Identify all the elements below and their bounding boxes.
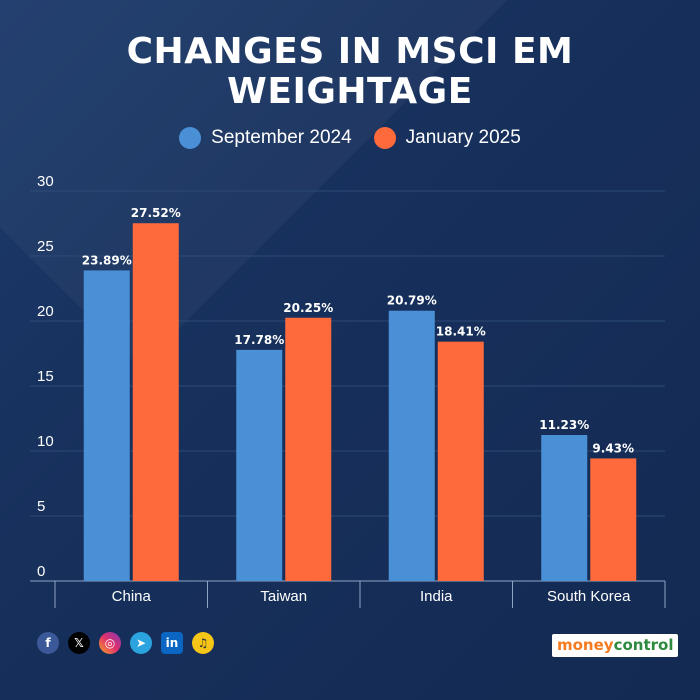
data-label: 20.79% (387, 294, 437, 308)
legend-swatch-january (373, 127, 396, 149)
linkedin-icon[interactable]: in (161, 632, 183, 654)
y-tick-label: 10 (37, 433, 54, 450)
data-label: 23.89% (82, 253, 132, 267)
bar (285, 317, 332, 581)
bar (541, 435, 588, 581)
bar (83, 270, 130, 581)
legend-label-september: September 2024 (211, 127, 352, 148)
telegram-icon[interactable]: ➤ (130, 632, 152, 654)
y-tick-label: 30 (37, 173, 54, 190)
category-label: Taiwan (260, 588, 307, 605)
snapchat-icon[interactable]: ♫ (192, 632, 214, 654)
moneycontrol-logo: moneycontrol (552, 634, 679, 657)
bar (590, 458, 637, 581)
legend-label-january: January 2025 (405, 127, 521, 148)
x-icon[interactable]: 𝕏 (68, 632, 90, 654)
brand-money: money (557, 636, 614, 654)
data-label: 9.43% (592, 441, 634, 455)
data-label: 20.25% (283, 301, 333, 315)
category-label: South Korea (547, 588, 631, 605)
y-tick-label: 15 (37, 368, 54, 385)
y-tick-label: 5 (37, 498, 45, 515)
y-tick-label: 0 (37, 563, 45, 580)
data-label: 11.23% (539, 418, 589, 432)
bar (132, 223, 179, 582)
y-tick-label: 25 (37, 238, 54, 255)
data-label: 18.41% (436, 325, 486, 339)
bar (388, 310, 435, 581)
category-label: India (420, 588, 453, 605)
legend-item-january: January 2025 (373, 127, 521, 149)
chart-title: CHANGES IN MSCI EM WEIGHTAGE (126, 31, 574, 112)
category-label: China (112, 588, 152, 605)
facebook-icon[interactable]: f (37, 632, 59, 654)
data-label: 27.52% (131, 206, 181, 220)
data-label: 17.78% (234, 333, 284, 347)
legend-swatch-september (179, 127, 202, 149)
social-icons: f 𝕏 ◎ ➤ in ♫ (37, 632, 214, 654)
brand-control: control (613, 636, 674, 654)
bar (437, 341, 484, 581)
instagram-icon[interactable]: ◎ (99, 632, 121, 654)
legend-item-september: September 2024 (179, 127, 352, 149)
legend: September 2024 January 2025 (0, 127, 700, 149)
y-tick-label: 20 (37, 303, 54, 320)
bar (236, 349, 283, 581)
